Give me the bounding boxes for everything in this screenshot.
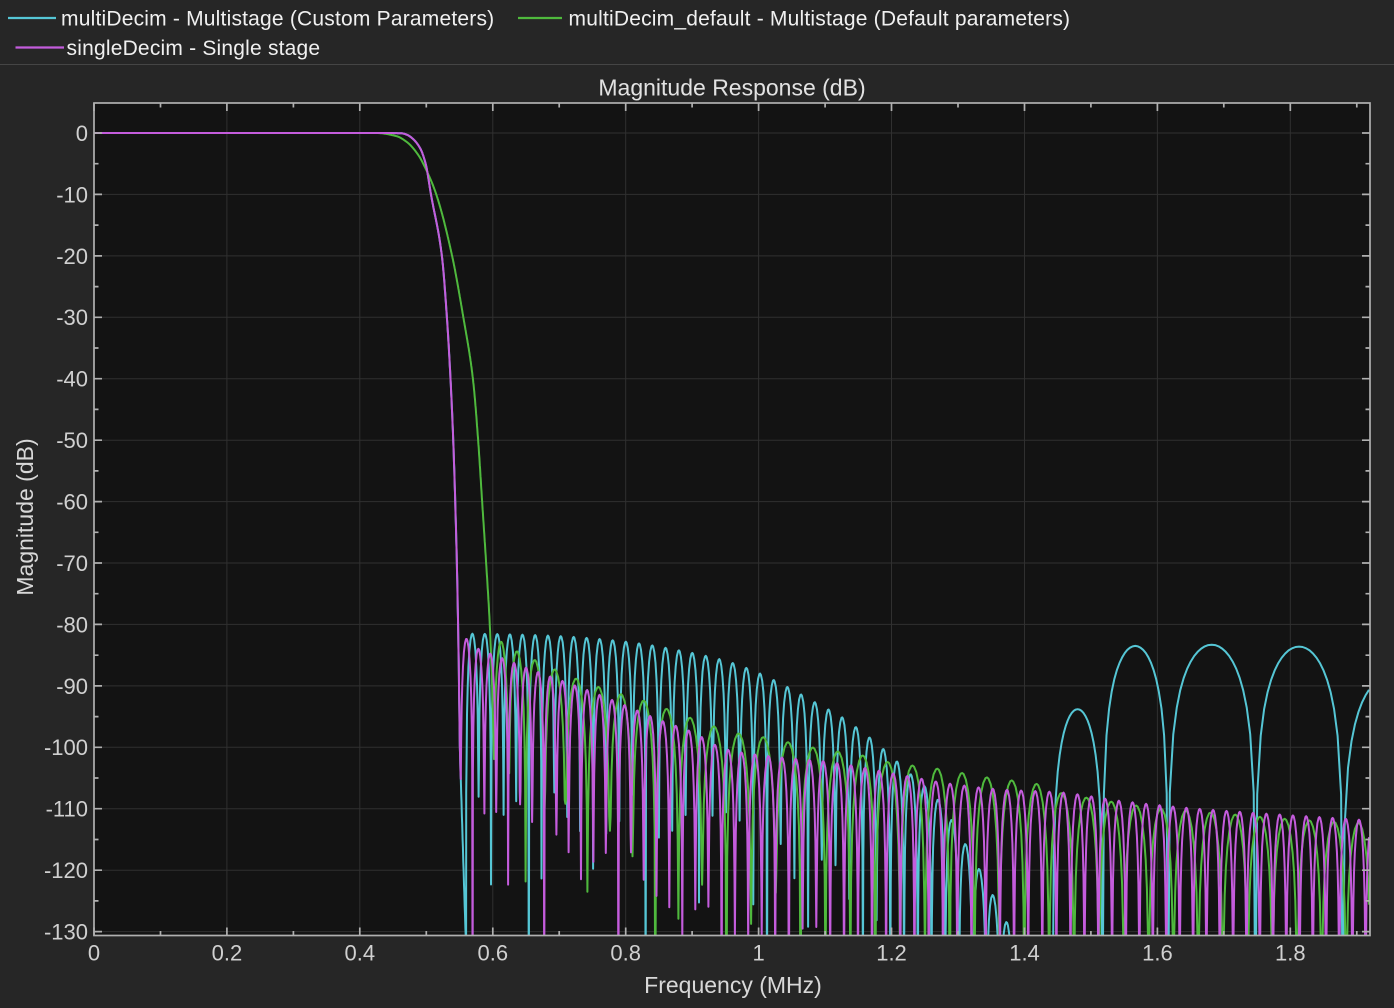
svg-text:-80: -80 bbox=[56, 612, 88, 637]
svg-text:-40: -40 bbox=[56, 367, 88, 392]
svg-text:multiDecim - Multistage (Custo: multiDecim - Multistage (Custom Paramete… bbox=[61, 8, 494, 31]
svg-text:multiDecim_default - Multistag: multiDecim_default - Multistage (Default… bbox=[569, 8, 1071, 31]
svg-text:1: 1 bbox=[752, 941, 764, 966]
svg-text:-100: -100 bbox=[44, 735, 88, 760]
svg-text:0: 0 bbox=[88, 941, 100, 966]
svg-text:Magnitude (dB): Magnitude (dB) bbox=[12, 438, 38, 595]
svg-text:-20: -20 bbox=[56, 244, 88, 269]
svg-text:-60: -60 bbox=[56, 490, 88, 515]
svg-text:Frequency (MHz): Frequency (MHz) bbox=[644, 972, 822, 998]
svg-text:-70: -70 bbox=[56, 551, 88, 576]
svg-text:-130: -130 bbox=[44, 920, 88, 945]
svg-text:-110: -110 bbox=[46, 797, 88, 822]
svg-text:singleDecim - Single stage: singleDecim - Single stage bbox=[67, 37, 321, 60]
svg-text:0: 0 bbox=[76, 121, 88, 146]
svg-text:0.2: 0.2 bbox=[212, 941, 243, 966]
svg-text:0.4: 0.4 bbox=[345, 941, 376, 966]
svg-text:1.4: 1.4 bbox=[1009, 941, 1040, 966]
svg-text:-90: -90 bbox=[56, 674, 88, 699]
svg-text:1.2: 1.2 bbox=[876, 941, 907, 966]
svg-text:0.6: 0.6 bbox=[478, 941, 509, 966]
svg-text:0.8: 0.8 bbox=[610, 941, 641, 966]
svg-text:Magnitude Response (dB): Magnitude Response (dB) bbox=[598, 75, 865, 101]
svg-text:1.8: 1.8 bbox=[1275, 941, 1306, 966]
svg-text:-120: -120 bbox=[44, 858, 88, 883]
svg-text:-10: -10 bbox=[56, 182, 88, 207]
svg-text:1.6: 1.6 bbox=[1142, 941, 1173, 966]
svg-text:-30: -30 bbox=[56, 305, 88, 330]
svg-text:-50: -50 bbox=[56, 428, 88, 453]
